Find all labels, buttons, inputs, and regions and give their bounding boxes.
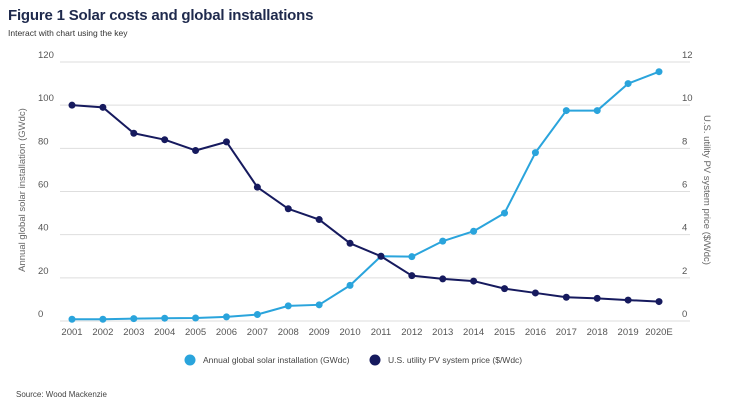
x-tick-label: 2013	[432, 327, 453, 338]
data-point-installation[interactable]	[253, 311, 261, 319]
data-point-price[interactable]	[562, 293, 570, 301]
data-point-price[interactable]	[439, 275, 447, 283]
data-point-installation[interactable]	[624, 80, 632, 88]
data-point-installation[interactable]	[99, 315, 107, 323]
x-tick-label: 2012	[401, 327, 422, 338]
x-tick-label: 2005	[185, 327, 206, 338]
y-right-tick-label: 6	[682, 180, 687, 191]
x-tick-label: 2008	[278, 327, 299, 338]
data-point-price[interactable]	[655, 298, 663, 306]
data-point-installation[interactable]	[531, 149, 539, 157]
data-point-price[interactable]	[408, 272, 416, 280]
x-tick-label: 2003	[123, 327, 144, 338]
data-point-price[interactable]	[130, 129, 138, 137]
data-point-price[interactable]	[68, 101, 76, 109]
x-tick-label: 2004	[154, 327, 175, 338]
y-right-tick-label: 12	[682, 50, 693, 61]
data-point-installation[interactable]	[192, 314, 200, 322]
legend-marker-installation[interactable]	[184, 354, 196, 366]
x-tick-label: 2014	[463, 327, 484, 338]
series-line-price	[71, 104, 660, 303]
data-point-price[interactable]	[501, 285, 509, 293]
data-point-price[interactable]	[377, 252, 385, 260]
y-right-axis-label: U.S. utility PV system price ($/Wdc)	[701, 115, 712, 265]
x-tick-label: 2001	[61, 327, 82, 338]
data-point-price[interactable]	[593, 294, 601, 302]
data-point-price[interactable]	[470, 277, 478, 285]
data-point-price[interactable]	[624, 296, 632, 304]
y-left-tick-label: 40	[38, 223, 49, 234]
x-tick-label: 2016	[525, 327, 546, 338]
x-tick-label: 2007	[247, 327, 268, 338]
chart-subtitle: Interact with chart using the key	[8, 28, 128, 38]
y-left-tick-label: 0	[38, 309, 43, 320]
data-point-installation[interactable]	[346, 281, 354, 289]
x-tick-label: 2006	[216, 327, 237, 338]
chart-title: Figure 1 Solar costs and global installa…	[8, 7, 314, 24]
legend-marker-price[interactable]	[369, 354, 381, 366]
data-point-price[interactable]	[253, 183, 261, 191]
y-left-tick-label: 100	[38, 93, 54, 104]
data-point-installation[interactable]	[439, 237, 447, 245]
y-left-tick-label: 120	[38, 50, 54, 61]
data-point-price[interactable]	[222, 138, 230, 146]
data-point-price[interactable]	[192, 146, 200, 154]
x-tick-label: 2019	[618, 327, 639, 338]
data-point-price[interactable]	[346, 239, 354, 247]
x-tick-label: 2011	[371, 327, 391, 338]
data-point-installation[interactable]	[655, 68, 663, 76]
x-tick-label: 2002	[92, 327, 113, 338]
x-tick-label: 2017	[556, 327, 577, 338]
legend-label-installation[interactable]: Annual global solar installation (GWdc)	[203, 355, 350, 365]
data-point-installation[interactable]	[470, 227, 478, 235]
data-point-installation[interactable]	[408, 253, 416, 261]
data-point-installation[interactable]	[130, 315, 138, 323]
y-left-tick-label: 20	[38, 266, 49, 277]
data-point-installation[interactable]	[593, 107, 601, 115]
y-left-tick-label: 80	[38, 136, 49, 147]
data-point-installation[interactable]	[562, 107, 570, 115]
data-point-installation[interactable]	[68, 315, 76, 323]
x-tick-label: 2018	[587, 327, 608, 338]
x-tick-label: 2010	[339, 327, 360, 338]
legend-label-price[interactable]: U.S. utility PV system price ($/Wdc)	[388, 355, 522, 365]
data-point-installation[interactable]	[315, 301, 323, 309]
data-point-price[interactable]	[315, 216, 323, 224]
x-tick-label: 2015	[494, 327, 515, 338]
y-right-tick-label: 8	[682, 136, 687, 147]
x-tick-label: 2020E	[645, 327, 672, 338]
y-right-tick-label: 2	[682, 266, 687, 277]
y-right-tick-label: 0	[682, 309, 687, 320]
data-point-price[interactable]	[284, 205, 292, 213]
data-point-installation[interactable]	[222, 313, 230, 321]
series-line-installation	[72, 70, 660, 321]
x-tick-label: 2009	[309, 327, 330, 338]
y-left-tick-label: 60	[38, 180, 49, 191]
data-point-installation[interactable]	[284, 302, 292, 310]
data-point-price[interactable]	[531, 289, 539, 297]
data-point-price[interactable]	[99, 103, 107, 111]
source-note: Source: Wood Mackenzie	[16, 390, 108, 399]
data-point-installation[interactable]	[161, 314, 169, 322]
data-point-installation[interactable]	[501, 209, 509, 217]
y-right-tick-label: 10	[682, 93, 693, 104]
data-point-price[interactable]	[161, 136, 169, 144]
y-right-tick-label: 4	[682, 223, 687, 234]
y-left-axis-label: Annual global solar installation (GWdc)	[17, 108, 28, 272]
